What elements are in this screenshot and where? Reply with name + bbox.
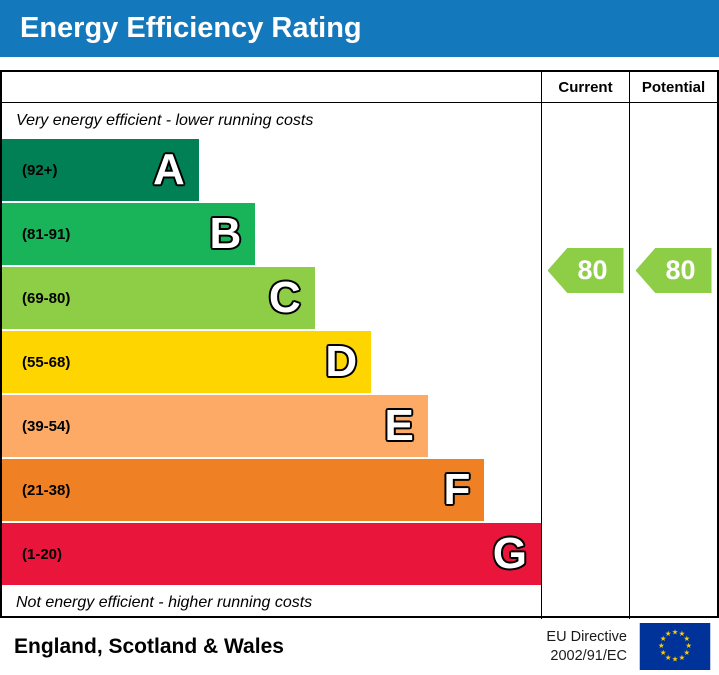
- band-d: (55-68) D: [2, 331, 372, 393]
- svg-text:★: ★: [685, 641, 692, 650]
- current-rating-arrow: 80: [547, 248, 624, 293]
- band-e: (39-54) E: [2, 395, 428, 457]
- band-b-letter: B: [209, 209, 242, 258]
- svg-text:★: ★: [660, 648, 667, 657]
- svg-text:★: ★: [672, 627, 679, 636]
- band-d-letter: D: [325, 337, 358, 386]
- band-b: (81-91) B: [2, 203, 256, 265]
- band-d-range: (55-68): [22, 353, 71, 371]
- band-g-letter: G: [492, 529, 527, 578]
- svg-text:★: ★: [672, 655, 679, 664]
- svg-text:★: ★: [665, 629, 672, 638]
- title-bar: Energy Efficiency Rating: [0, 0, 719, 57]
- footer: England, Scotland & Wales EU Directive 2…: [0, 618, 719, 675]
- svg-text:★: ★: [679, 629, 686, 638]
- current-rating-value: 80: [577, 255, 608, 285]
- svg-text:★: ★: [679, 653, 686, 662]
- band-a: (92+) A: [2, 139, 199, 201]
- bands-area: Very energy efficient - lower running co…: [2, 103, 541, 619]
- current-column-header: Current: [541, 72, 629, 103]
- current-column: 80: [541, 103, 629, 619]
- top-note: Very energy efficient - lower running co…: [16, 112, 314, 129]
- svg-text:★: ★: [665, 653, 672, 662]
- potential-rating-value: 80: [665, 255, 696, 285]
- region-label: England, Scotland & Wales: [14, 634, 284, 658]
- band-c-letter: C: [268, 273, 301, 322]
- band-g: (1-20) G: [2, 523, 541, 585]
- band-f: (21-38) F: [2, 459, 485, 521]
- svg-text:★: ★: [684, 648, 691, 657]
- svg-text:★: ★: [658, 641, 665, 650]
- band-f-letter: F: [443, 465, 471, 514]
- svg-text:★: ★: [684, 634, 691, 643]
- potential-column-header: Potential: [629, 72, 717, 103]
- band-a-letter: A: [152, 145, 185, 194]
- band-f-range: (21-38): [22, 481, 71, 499]
- svg-text:★: ★: [660, 634, 667, 643]
- potential-column: 80: [629, 103, 717, 619]
- band-g-range: (1-20): [22, 545, 63, 563]
- header-spacer: [2, 72, 541, 103]
- bottom-note: Not energy efficient - higher running co…: [16, 594, 313, 611]
- eu-directive-line1: EU Directive: [546, 628, 627, 645]
- rating-chart: Current Potential Very energy efficient …: [0, 70, 719, 619]
- eu-directive-line2: 2002/91/EC: [550, 647, 627, 664]
- band-c-range: (69-80): [22, 289, 71, 307]
- eu-directive-label: EU Directive 2002/91/EC: [546, 628, 627, 666]
- bands: (92+) A (81-91) B (69-80) C (55-68) D (3…: [2, 139, 541, 585]
- band-e-letter: E: [384, 401, 414, 450]
- band-c: (69-80) C: [2, 267, 315, 329]
- potential-rating-arrow: 80: [635, 248, 712, 293]
- page-title: Energy Efficiency Rating: [20, 12, 362, 44]
- eu-flag-icon: ★ ★ ★ ★ ★ ★ ★ ★ ★ ★ ★ ★: [639, 623, 711, 670]
- band-e-range: (39-54): [22, 417, 71, 435]
- band-a-range: (92+): [22, 161, 58, 179]
- band-b-range: (81-91): [22, 225, 71, 243]
